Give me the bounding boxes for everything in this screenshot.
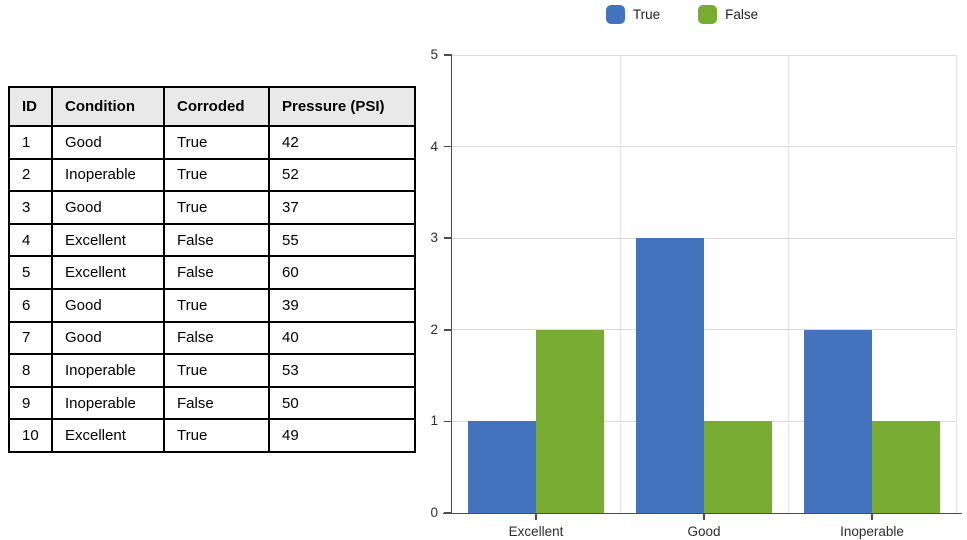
table-cell: 10: [8, 418, 53, 453]
table-cell: Good: [51, 190, 165, 225]
table-cell: 8: [8, 353, 53, 388]
table-row: 2 Inoperable True 52: [8, 157, 416, 193]
y-axis-label: 2: [430, 321, 438, 337]
y-axis-tick: [443, 237, 451, 239]
table-cell: 39: [268, 287, 416, 323]
table-row: 1 Good True 42: [8, 125, 416, 160]
table-cell: 42: [268, 125, 416, 160]
gridline-horizontal: [452, 237, 956, 239]
table-body: 1 Good True 42 2 Inoperable True 52 3 Good True 37 4…: [8, 125, 416, 453]
legend-item-false: False: [698, 5, 758, 24]
y-axis-label: 0: [430, 505, 438, 520]
table-cell: True: [163, 353, 270, 388]
table-cell: Inoperable: [51, 157, 165, 193]
table-cell: False: [163, 255, 270, 290]
y-axis-label: 4: [430, 138, 438, 154]
table-cell: 2: [8, 157, 53, 193]
legend-label-false: False: [725, 7, 759, 22]
table-row: 8 Inoperable True 53: [8, 353, 416, 388]
legend-item-true: True: [605, 5, 661, 24]
table-row: 3 Good True 37: [8, 190, 416, 225]
table-cell: False: [163, 222, 270, 258]
gridline-vertical: [787, 55, 789, 513]
table-row: 9 Inoperable False 50: [8, 385, 416, 421]
gridline-vertical: [619, 55, 621, 513]
table-header-row: ID Condition Corroded Pressure (PSI): [8, 86, 416, 127]
table-cell: False: [163, 385, 270, 421]
table-cell: True: [163, 190, 270, 225]
gridline-horizontal: [452, 329, 956, 331]
x-axis-tick: [871, 514, 873, 520]
legend-label-true: True: [632, 7, 661, 22]
x-axis-label: Inoperable: [840, 524, 904, 539]
chart-legend: True False: [430, 5, 934, 24]
legend-swatch-true-icon: [605, 5, 625, 24]
table-cell: 52: [268, 157, 416, 193]
table-row: 5 Excellent False 60: [8, 255, 416, 290]
table-cell: 5: [8, 255, 53, 290]
table-header-cell: Condition: [51, 86, 165, 127]
table-cell: Excellent: [51, 222, 165, 258]
x-axis-tick: [535, 514, 537, 520]
gridline-horizontal: [452, 146, 956, 148]
table-cell: Good: [51, 125, 165, 160]
table-cell: Inoperable: [51, 385, 165, 421]
table-cell: Excellent: [51, 418, 165, 453]
table-cell: False: [163, 320, 270, 356]
table-cell: Good: [51, 320, 165, 356]
x-axis-label: Good: [687, 524, 721, 539]
x-axis-tick: [703, 514, 705, 520]
table-cell: 60: [268, 255, 416, 290]
table-cell: True: [163, 157, 270, 193]
table-cell: 55: [268, 222, 416, 258]
y-axis-label: 5: [430, 47, 438, 62]
table-cell: 4: [8, 222, 53, 258]
bar-true: [804, 329, 872, 513]
y-axis-label: 1: [430, 413, 438, 429]
x-axis-label: Excellent: [508, 524, 564, 539]
table-header-cell: ID: [8, 86, 53, 127]
table-cell: Excellent: [51, 255, 165, 290]
bar-false: [872, 421, 940, 513]
table-header-cell: Pressure (PSI): [268, 86, 416, 127]
y-axis-tick: [443, 329, 451, 331]
table-row: 4 Excellent False 55: [8, 222, 416, 258]
bar-false: [704, 421, 772, 513]
legend-swatch-false-icon: [698, 5, 718, 24]
y-axis-tick: [443, 145, 451, 148]
table-cell: 50: [268, 385, 416, 421]
table-cell: True: [163, 418, 270, 453]
table-cell: True: [163, 287, 270, 323]
table-cell: 7: [8, 320, 53, 356]
gridline-horizontal: [452, 54, 956, 56]
gridline-vertical: [955, 55, 957, 513]
table-cell: 6: [8, 287, 53, 323]
data-table: ID Condition Corroded Pressure (PSI) 1 Good T…: [8, 86, 416, 453]
y-axis-line: [450, 54, 452, 514]
table-row: 6 Good True 39: [8, 287, 416, 323]
table-header-cell: Corroded: [163, 86, 270, 127]
bar-true: [636, 238, 704, 513]
table-cell: 9: [8, 385, 53, 421]
table-cell: Good: [51, 287, 165, 323]
x-axis-line: [443, 512, 962, 514]
bar-true: [468, 421, 536, 513]
table-row: 7 Good False 40: [8, 320, 416, 356]
table-cell: 53: [268, 353, 416, 388]
y-axis-tick: [443, 54, 451, 56]
table-cell: 37: [268, 190, 416, 225]
table-cell: 49: [268, 418, 416, 453]
table-cell: Inoperable: [51, 353, 165, 388]
y-axis-tick: [443, 420, 451, 423]
table-cell: 40: [268, 320, 416, 356]
table-row: 10 Excellent True 49: [8, 418, 416, 453]
y-axis-tick: [443, 512, 451, 514]
bar-false: [536, 329, 604, 513]
table-cell: 3: [8, 190, 53, 225]
y-axis-label: 3: [430, 230, 438, 246]
table-cell: True: [163, 125, 270, 160]
table-cell: 1: [8, 125, 53, 160]
